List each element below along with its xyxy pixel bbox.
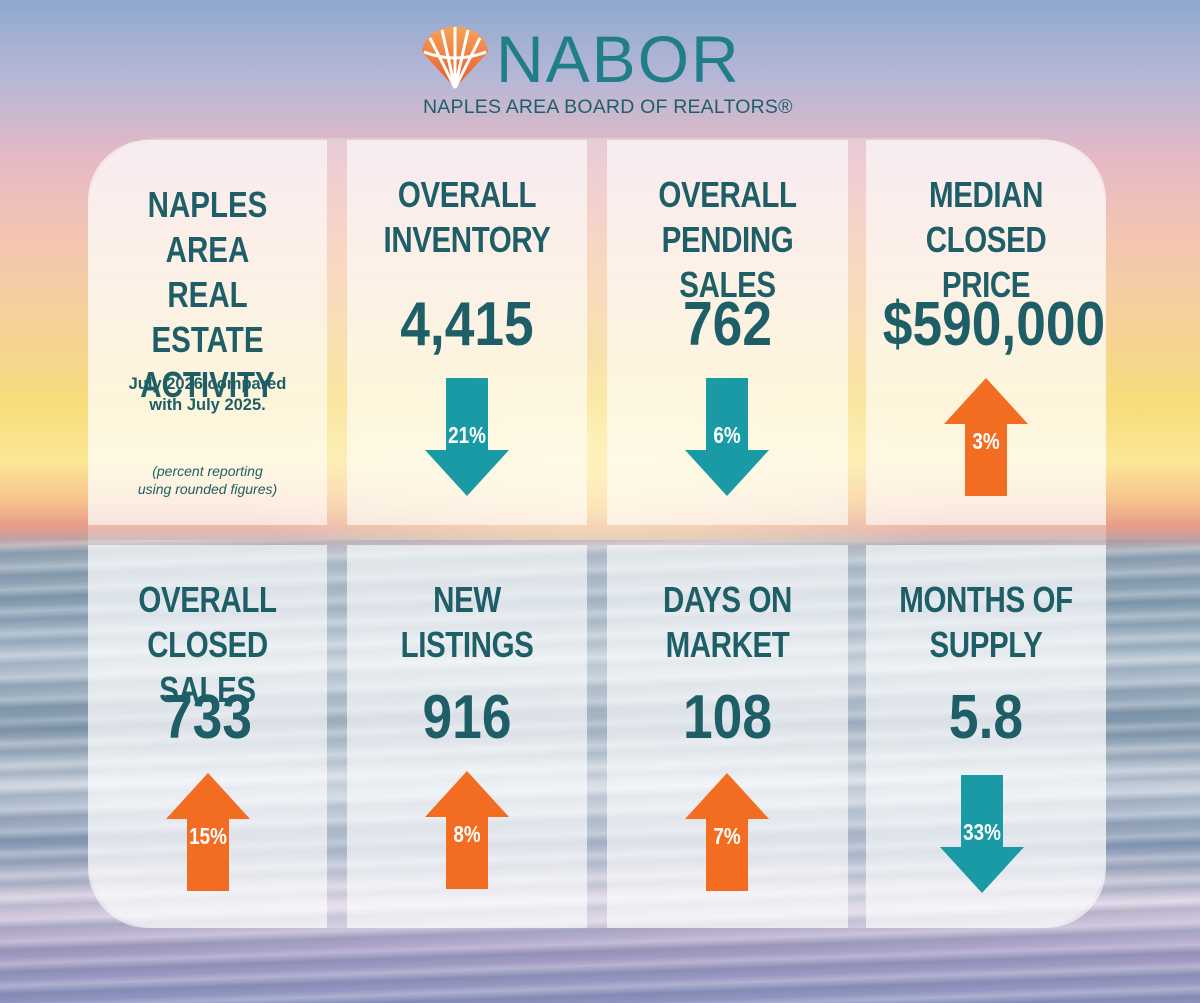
- intro-title-line: AREA: [165, 229, 250, 270]
- metric-title-line: OVERALL: [658, 174, 797, 215]
- intro-title-line: ACTIVITY: [140, 364, 275, 405]
- arrow-up-icon: 3%: [944, 378, 1028, 498]
- metric-title-line: CLOSED SALES: [147, 624, 268, 710]
- metric-change: 8%: [453, 821, 481, 847]
- metric-value: $590,000: [882, 290, 1106, 359]
- nabor-logo: NABOR NAPLES AREA BOARD OF REALTORS®: [418, 22, 792, 122]
- metric-title: NEW LISTINGS: [369, 577, 566, 667]
- metric-title: OVERALL CLOSED SALES: [110, 577, 306, 712]
- intro-card: NAPLES AREA REAL ESTATE ACTIVITY July 20…: [88, 140, 327, 525]
- note-line: (percent reporting: [152, 463, 263, 479]
- metric-title-line: PENDING SALES: [661, 219, 794, 305]
- metric-title: MEDIAN CLOSED PRICE: [888, 172, 1085, 307]
- intro-title: NAPLES AREA REAL ESTATE ACTIVITY: [110, 182, 306, 407]
- metric-title-line: CLOSED PRICE: [925, 219, 1047, 305]
- metric-title-line: LISTINGS: [400, 624, 534, 665]
- arrow-down-icon: 6%: [685, 378, 769, 498]
- arrow-up-icon: 7%: [685, 773, 769, 893]
- brand-subtitle: NAPLES AREA BOARD OF REALTORS®: [423, 96, 793, 118]
- comparison-period: July 2026 compared with July 2025.: [88, 374, 327, 416]
- reporting-note: (percent reporting using rounded figures…: [88, 462, 327, 498]
- metric-card-days-on-market: DAYS ON MARKET 108 7%: [607, 545, 848, 928]
- metric-title-line: MARKET: [665, 624, 790, 665]
- arrow-down-icon: 33%: [940, 775, 1024, 895]
- metric-title-line: DAYS ON: [663, 579, 792, 620]
- metric-title: MONTHS OF SUPPLY: [888, 577, 1085, 667]
- comparison-line: July 2026 compared: [128, 375, 287, 393]
- note-line: using rounded figures): [137, 481, 278, 497]
- metric-change: 21%: [448, 422, 486, 448]
- metric-change: 15%: [189, 823, 227, 849]
- metric-card-pending-sales: OVERALL PENDING SALES 762 6%: [607, 140, 848, 525]
- metric-title-line: OVERALL: [138, 579, 277, 620]
- arrow-up-icon: 8%: [425, 771, 509, 891]
- metric-card-median-closed-price: MEDIAN CLOSED PRICE $590,000 3%: [866, 140, 1106, 525]
- metric-value: 916: [422, 683, 512, 752]
- brand-name: NABOR: [496, 22, 741, 96]
- metric-card-new-listings: NEW LISTINGS 916 8%: [347, 545, 587, 928]
- metric-title: OVERALL PENDING SALES: [629, 172, 827, 307]
- metric-title-line: OVERALL: [397, 174, 537, 215]
- metric-value: 4,415: [400, 290, 534, 359]
- intro-title-line: NAPLES: [147, 184, 268, 225]
- metric-change: 3%: [972, 428, 1000, 454]
- metric-value: 5.8: [948, 683, 1024, 752]
- metric-title-line: NEW: [433, 579, 501, 620]
- metric-value: 762: [683, 290, 772, 359]
- shell-icon: [422, 26, 488, 89]
- metric-value: 108: [683, 683, 772, 752]
- metric-title-line: INVENTORY: [383, 219, 551, 260]
- metric-value: 733: [163, 683, 252, 752]
- arrow-down-icon: 21%: [425, 378, 509, 498]
- arrow-up-icon: 15%: [166, 773, 250, 893]
- intro-title-line: REAL ESTATE: [151, 274, 264, 360]
- metric-title-line: SUPPLY: [929, 624, 1043, 665]
- metric-change: 6%: [713, 422, 741, 448]
- metric-card-months-of-supply: MONTHS OF SUPPLY 5.8 33%: [866, 545, 1106, 928]
- metric-card-closed-sales: OVERALL CLOSED SALES 733 15%: [88, 545, 327, 928]
- metric-change: 33%: [963, 819, 1001, 845]
- metric-card-overall-inventory: OVERALL INVENTORY 4,415 21%: [347, 140, 587, 525]
- metric-title: DAYS ON MARKET: [629, 577, 827, 667]
- metric-title-line: MEDIAN: [929, 174, 1043, 215]
- comparison-line: with July 2025.: [149, 396, 266, 414]
- metric-title: OVERALL INVENTORY: [369, 172, 566, 262]
- metric-title-line: MONTHS OF: [899, 579, 1073, 620]
- metric-change: 7%: [713, 823, 741, 849]
